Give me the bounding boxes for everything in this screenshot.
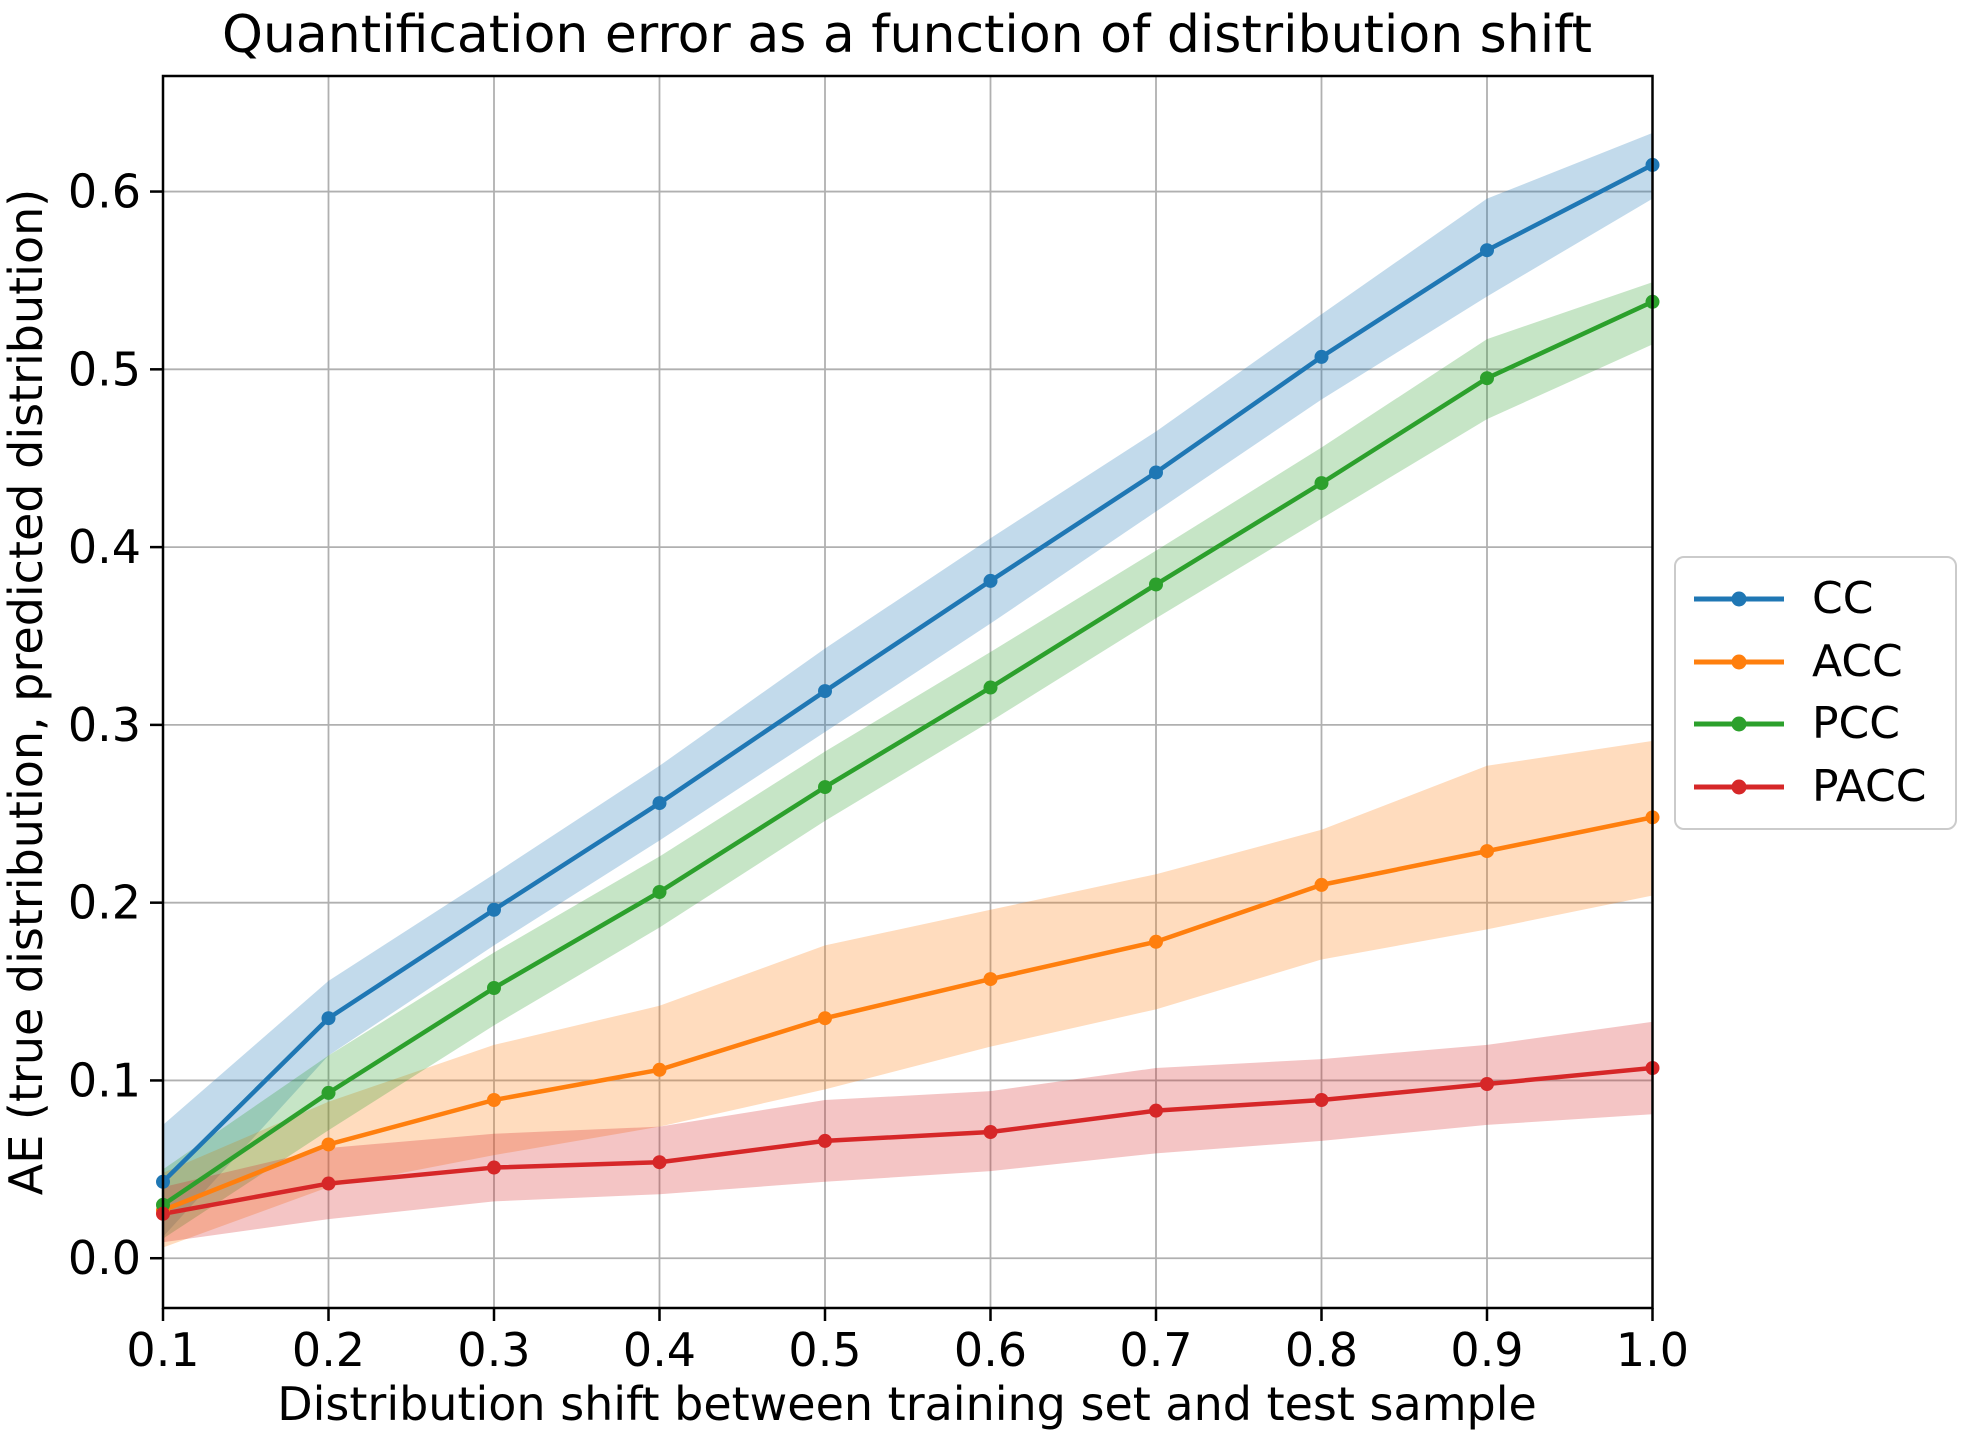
legend-marker-icon — [1731, 779, 1747, 795]
x-tick-label: 0.7 — [1119, 1323, 1192, 1377]
legend-marker-icon — [1731, 716, 1747, 732]
data-point-PCC — [818, 780, 832, 795]
plot-border — [161, 74, 1654, 1310]
y-tick-label: 0.5 — [68, 342, 141, 396]
data-point-ACC — [1149, 934, 1163, 949]
data-point-PACC — [487, 1160, 501, 1175]
legend-label: CC — [1812, 573, 1874, 624]
data-point-PACC — [818, 1133, 832, 1148]
data-point-CC — [1480, 243, 1494, 258]
confidence-band-PACC — [163, 1021, 1653, 1243]
x-tick-label: 0.2 — [292, 1323, 365, 1377]
legend-label: ACC — [1812, 635, 1903, 687]
y-tick-label: 0.3 — [68, 698, 141, 752]
data-point-PACC — [652, 1155, 667, 1170]
data-point-PACC — [983, 1125, 998, 1139]
series-line-PACC — [163, 1065, 1653, 1217]
series-line-CC — [163, 162, 1653, 1185]
y-tick-label: 0.2 — [68, 876, 141, 930]
legend-swatch-CC — [1694, 591, 1784, 607]
x-tick-label: 0.9 — [1450, 1323, 1523, 1377]
data-point-CC — [818, 684, 832, 699]
x-tick-label: 0.8 — [1285, 1323, 1358, 1377]
legend-swatch-ACC — [1694, 654, 1784, 670]
legend-entry-ACC: ACC — [1692, 635, 1927, 688]
data-point-CC — [321, 1011, 336, 1026]
data-point-CC — [1314, 349, 1329, 364]
data-point-PACC — [1314, 1093, 1329, 1107]
legend-swatch-PACC — [1694, 779, 1784, 795]
series-line-ACC — [163, 815, 1653, 1213]
data-point-PCC — [652, 885, 667, 899]
data-point-ACC — [487, 1093, 501, 1107]
data-point-PCC — [321, 1085, 336, 1100]
axis-ticks: 0.0 0.1 0.2 0.3 0.4 0.5 0.6 0.1 0.2 0.3 0.4 0.5 0.6 0… — [68, 165, 1689, 1377]
data-point-PACC — [1480, 1077, 1494, 1091]
data-point-ACC — [983, 972, 998, 987]
data-point-PCC — [1149, 577, 1163, 592]
data-point-PCC — [983, 680, 998, 695]
series-line-PCC — [163, 299, 1653, 1208]
x-axis-label: Distribution shift between training set … — [277, 1377, 1537, 1431]
data-point-CC — [983, 573, 998, 588]
data-point-PACC — [321, 1176, 336, 1191]
data-point-PCC — [1314, 476, 1329, 491]
chart-title: Quantification error as a function of di… — [222, 5, 1592, 65]
confidence-band-CC — [163, 132, 1653, 1237]
data-point-ACC — [818, 1011, 832, 1026]
y-tick-label: 0.0 — [68, 1231, 141, 1285]
data-point-PACC — [1149, 1103, 1163, 1118]
x-tick-label: 0.6 — [954, 1323, 1027, 1377]
legend-swatch-PCC — [1694, 716, 1784, 732]
x-tick-label: 0.1 — [126, 1323, 199, 1377]
confidence-band-PCC — [163, 282, 1653, 1239]
legend-marker-icon — [1731, 654, 1747, 670]
x-tick-label: 1.0 — [1616, 1323, 1689, 1377]
data-point-ACC — [321, 1137, 336, 1152]
data-point-PCC — [1480, 371, 1494, 386]
legend-marker-icon — [1731, 591, 1747, 607]
legend-entry-PCC: PCC — [1692, 699, 1927, 750]
legend-entry-CC: CC — [1692, 573, 1927, 625]
data-point-ACC — [1314, 877, 1329, 892]
data-point-PCC — [487, 981, 501, 995]
x-tick-label: 0.4 — [623, 1323, 696, 1377]
y-tick-label: 0.1 — [68, 1053, 141, 1107]
x-tick-label: 0.5 — [788, 1323, 861, 1377]
y-tick-label: 0.4 — [68, 520, 141, 574]
x-tick-label: 0.3 — [457, 1323, 530, 1377]
data-point-CC — [487, 902, 501, 917]
data-point-ACC — [1480, 844, 1494, 859]
legend-label: PCC — [1812, 698, 1900, 750]
y-axis-label: AE (true distribution, predicted distrib… — [0, 189, 53, 1195]
legend: CC ACC PCC PACC — [1674, 556, 1957, 831]
confidence-band-ACC — [163, 740, 1653, 1248]
legend-label: PACC — [1812, 760, 1927, 812]
y-tick-label: 0.6 — [68, 165, 141, 219]
data-point-CC — [1149, 465, 1163, 480]
data-point-CC — [652, 796, 667, 811]
legend-entry-PACC: PACC — [1692, 760, 1927, 813]
data-point-ACC — [652, 1062, 667, 1077]
